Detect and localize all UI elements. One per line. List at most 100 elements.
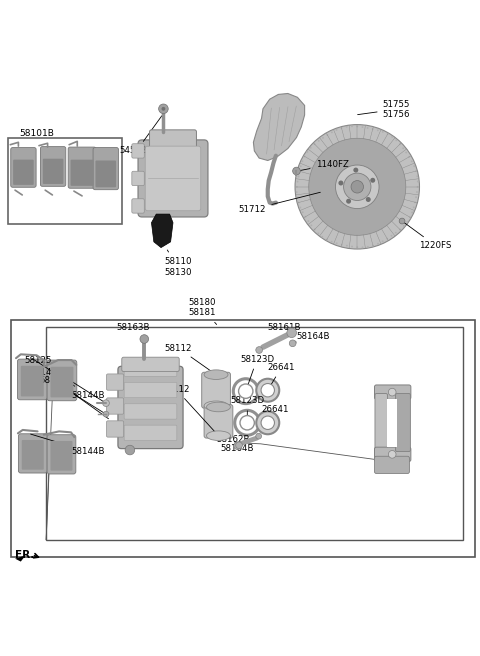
Circle shape — [234, 442, 241, 449]
Circle shape — [382, 131, 384, 133]
FancyBboxPatch shape — [132, 199, 144, 213]
Circle shape — [161, 107, 165, 111]
Circle shape — [103, 411, 109, 417]
Circle shape — [103, 400, 109, 407]
Circle shape — [287, 328, 297, 338]
Circle shape — [413, 207, 415, 209]
Circle shape — [321, 236, 323, 237]
FancyBboxPatch shape — [43, 159, 63, 184]
Circle shape — [236, 442, 242, 449]
Circle shape — [372, 128, 373, 130]
Circle shape — [331, 131, 333, 133]
Circle shape — [361, 126, 363, 128]
Circle shape — [326, 134, 328, 136]
Circle shape — [125, 360, 135, 369]
FancyBboxPatch shape — [396, 394, 410, 451]
FancyBboxPatch shape — [138, 140, 208, 217]
Circle shape — [346, 126, 348, 128]
Text: 58125F: 58125F — [39, 376, 108, 419]
Text: 58112: 58112 — [162, 385, 216, 434]
Circle shape — [309, 138, 406, 236]
Circle shape — [297, 180, 299, 182]
Circle shape — [344, 173, 371, 201]
Ellipse shape — [239, 384, 253, 398]
Circle shape — [295, 125, 420, 249]
Circle shape — [361, 247, 363, 248]
FancyBboxPatch shape — [71, 159, 94, 186]
Circle shape — [413, 165, 415, 167]
FancyBboxPatch shape — [124, 382, 177, 398]
Text: 58112: 58112 — [165, 344, 214, 373]
Circle shape — [318, 140, 320, 142]
Text: 58101B: 58101B — [19, 129, 54, 138]
Circle shape — [310, 147, 312, 149]
FancyBboxPatch shape — [122, 358, 179, 371]
Text: 58123D: 58123D — [230, 396, 264, 420]
FancyBboxPatch shape — [93, 148, 119, 190]
FancyBboxPatch shape — [17, 359, 47, 400]
Circle shape — [351, 180, 363, 193]
Ellipse shape — [233, 379, 258, 403]
Circle shape — [346, 199, 351, 203]
Circle shape — [300, 165, 301, 167]
FancyBboxPatch shape — [107, 398, 124, 414]
Circle shape — [351, 125, 353, 127]
Circle shape — [391, 235, 393, 237]
FancyBboxPatch shape — [47, 435, 76, 474]
Circle shape — [317, 232, 319, 234]
Circle shape — [377, 129, 379, 131]
Text: 58144B: 58144B — [31, 434, 105, 456]
Circle shape — [338, 180, 343, 186]
Circle shape — [313, 228, 315, 230]
Circle shape — [303, 155, 305, 157]
FancyBboxPatch shape — [18, 434, 47, 473]
Circle shape — [341, 127, 342, 129]
FancyBboxPatch shape — [132, 171, 144, 186]
FancyBboxPatch shape — [124, 404, 177, 419]
Circle shape — [402, 148, 404, 149]
Ellipse shape — [261, 416, 275, 430]
Circle shape — [414, 201, 416, 203]
Circle shape — [353, 167, 358, 173]
Ellipse shape — [235, 410, 260, 435]
Circle shape — [396, 139, 397, 141]
Circle shape — [416, 175, 418, 177]
Circle shape — [336, 165, 379, 209]
Bar — [46, 327, 463, 539]
Circle shape — [326, 239, 328, 241]
Text: 58164B: 58164B — [293, 332, 330, 343]
Circle shape — [399, 228, 401, 230]
Polygon shape — [152, 214, 173, 247]
Circle shape — [416, 191, 418, 193]
FancyBboxPatch shape — [202, 372, 230, 408]
Circle shape — [296, 186, 298, 188]
Circle shape — [405, 152, 407, 154]
Circle shape — [356, 246, 358, 248]
Ellipse shape — [256, 411, 279, 434]
Text: 51755
51756: 51755 51756 — [358, 100, 410, 119]
Circle shape — [417, 180, 419, 182]
Circle shape — [298, 176, 300, 177]
FancyBboxPatch shape — [107, 374, 124, 390]
Circle shape — [408, 156, 410, 158]
Text: 58162B: 58162B — [216, 434, 250, 443]
Text: 26641: 26641 — [268, 363, 295, 388]
Circle shape — [351, 245, 353, 247]
Circle shape — [415, 196, 417, 198]
Text: 1140FZ: 1140FZ — [300, 160, 348, 171]
Circle shape — [346, 245, 348, 247]
Bar — [8, 138, 122, 224]
Text: 54562D: 54562D — [120, 116, 162, 155]
FancyBboxPatch shape — [375, 394, 387, 451]
Circle shape — [377, 243, 379, 245]
Circle shape — [304, 216, 306, 218]
FancyBboxPatch shape — [13, 159, 34, 185]
FancyBboxPatch shape — [50, 441, 72, 470]
Text: 58164B: 58164B — [220, 444, 253, 453]
Circle shape — [391, 136, 393, 138]
Circle shape — [313, 143, 315, 145]
Text: 58163B: 58163B — [117, 323, 150, 339]
Ellipse shape — [204, 370, 228, 379]
Circle shape — [256, 434, 262, 439]
FancyBboxPatch shape — [11, 148, 36, 188]
